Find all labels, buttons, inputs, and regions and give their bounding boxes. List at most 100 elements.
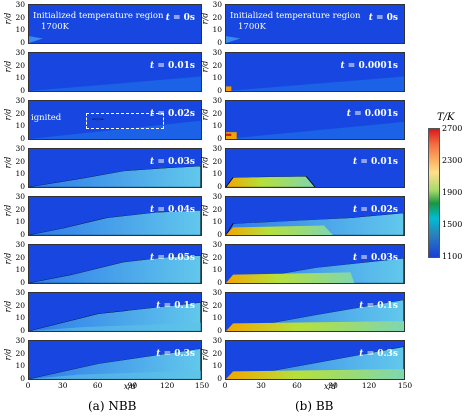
time-label-right-6: t = 0.1s [359,301,398,311]
x-tick-left-0: 0 [25,381,31,390]
time-value: = 0s [372,13,398,23]
time-label-right-3: t = 0.01s [353,157,398,167]
y-tick-left-1-3: 0 [20,85,25,95]
contour-panel-left-6: t = 0.1s [28,292,202,332]
y-tick-right-4-0: 30 [212,192,222,201]
time-symbol: t [150,61,155,71]
time-symbol: t [353,205,358,215]
contour-panel-right-3: t = 0.01s [225,148,405,188]
time-label-left-3: t = 0.03s [150,157,195,167]
colorbar-tick-0: 2700 [442,124,463,133]
y-tick-right-3-1: 20 [212,156,222,166]
y-tick-right-7-2: 10 [212,361,222,370]
y-tick-right-5-1: 20 [212,252,222,262]
y-tick-right-6-1: 20 [212,300,222,310]
y-tick-right-0-0: 30 [212,0,222,9]
time-value: = 0.02s [154,109,195,119]
contour-panel-right-5: t = 0.03s [225,244,405,284]
time-label-left-6: t = 0.1s [156,301,195,311]
annotation-temp-left: 1700K [41,22,69,32]
y-tick-right-3-0: 30 [212,144,222,153]
time-value: = 0.3s [363,349,398,359]
caption-bb: (b) BB [295,399,334,413]
contour-panel-right-4: t = 0.02s [225,196,405,236]
time-value: = 0.3s [160,349,195,359]
y-tick-left-1-2: 10 [15,73,25,82]
ignited-region-box [86,113,164,129]
y-tick-left-4-2: 10 [15,217,25,226]
time-label-left-0: t = 0s [166,13,195,23]
time-symbol: t [150,157,155,167]
y-tick-left-3-2: 10 [15,169,25,178]
colorbar-tick-4: 1100 [442,252,463,261]
y-tick-left-3-3: 0 [20,181,25,191]
time-symbol: t [346,109,351,119]
contour-panel-right-7: t = 0.3s [225,340,405,380]
time-symbol: t [353,157,358,167]
y-tick-left-5-1: 20 [15,252,25,262]
y-tick-right-4-2: 10 [212,217,222,226]
y-tick-right-4-1: 20 [212,204,222,214]
y-tick-left-2-2: 10 [15,121,25,130]
contour-panel-left-7: t = 0.3s [28,340,202,380]
y-tick-right-5-3: 0 [217,277,222,287]
y-tick-right-4-3: 0 [217,229,222,239]
y-tick-left-7-3: 0 [20,373,25,383]
contour-panel-left-5: t = 0.05s [28,244,202,284]
x-tick-left-5: 150 [194,381,210,390]
x-axis-label-left: x/d [123,382,137,391]
y-tick-right-0-2: 10 [212,25,222,34]
y-tick-left-0-1: 20 [15,12,25,22]
x-tick-left-4: 120 [160,381,175,390]
y-tick-left-1-0: 30 [15,48,25,57]
time-label-right-1: t = 0.0001s [341,61,399,71]
contour-panel-left-2: t = 0.02s ignited [28,100,202,140]
annotation-region-right: Initialized temperature region [230,11,361,21]
y-tick-right-1-3: 0 [217,85,222,95]
ignited-label: ignited [31,113,62,123]
colorbar-title: T/K [437,112,455,123]
time-symbol: t [359,349,364,359]
annotation-region-left: Initialized temperature region [33,11,164,21]
y-tick-left-1-1: 20 [15,60,25,70]
time-value: = 0.01s [357,157,398,167]
contour-panel-right-1: t = 0.0001s [225,52,405,92]
y-tick-right-6-2: 10 [212,313,222,322]
y-tick-left-4-1: 20 [15,204,25,214]
y-tick-left-0-0: 30 [15,0,25,9]
annotation-temp-right: 1700K [238,22,266,32]
time-symbol: t [150,109,155,119]
time-symbol: t [150,253,155,263]
contour-panel-right-2: t = 0.001s [225,100,405,140]
time-value: = 0s [169,13,195,23]
x-tick-left-3: 90 [127,381,138,390]
time-label-left-4: t = 0.04s [150,205,195,215]
contour-panel-left-1: t = 0.01s [28,52,202,92]
time-label-right-5: t = 0.03s [353,253,398,263]
y-tick-left-3-1: 20 [15,156,25,166]
y-tick-left-3-0: 30 [15,144,25,153]
y-tick-right-0-1: 20 [212,12,222,22]
y-tick-right-0-3: 0 [217,37,222,47]
colorbar-tick-3: 1500 [442,220,463,229]
y-tick-left-2-0: 30 [15,96,25,105]
y-tick-left-0-2: 10 [15,25,25,34]
y-tick-right-6-3: 0 [217,325,222,335]
y-tick-right-7-3: 0 [217,373,222,383]
y-tick-right-1-1: 20 [212,60,222,70]
contour-panel-right-6: t = 0.1s [225,292,405,332]
y-tick-left-0-3: 0 [20,37,25,47]
x-tick-right-1: 30 [256,381,266,390]
time-label-left-1: t = 0.01s [150,61,195,71]
time-symbol: t [353,253,358,263]
y-tick-left-5-2: 10 [15,265,25,274]
time-symbol: t [150,205,155,215]
x-tick-left-2: 60 [92,381,103,390]
x-tick-right-2: 60 [292,381,302,390]
caption-nbb: (a) NBB [88,399,137,413]
time-value: = 0.1s [363,301,398,311]
y-tick-right-1-2: 10 [212,73,222,82]
time-value: = 0.04s [154,205,195,215]
contour-panel-left-4: t = 0.04s [28,196,202,236]
y-tick-left-7-2: 10 [15,361,25,370]
